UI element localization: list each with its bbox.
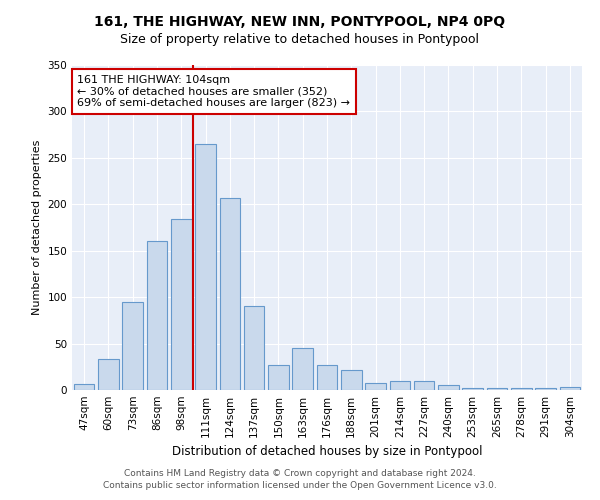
Bar	[146, 242, 167, 390]
Bar	[74, 384, 94, 390]
Bar	[122, 302, 143, 390]
Text: Contains public sector information licensed under the Open Government Licence v3: Contains public sector information licen…	[103, 481, 497, 490]
Bar	[414, 380, 434, 390]
Bar	[171, 219, 191, 390]
Bar	[560, 387, 580, 390]
Bar	[535, 388, 556, 390]
Bar	[341, 370, 362, 390]
Bar	[365, 382, 386, 390]
Bar	[389, 380, 410, 390]
Bar	[98, 360, 119, 390]
Bar	[268, 365, 289, 390]
Bar	[438, 386, 459, 390]
Bar	[195, 144, 216, 390]
Y-axis label: Number of detached properties: Number of detached properties	[32, 140, 42, 315]
Bar	[317, 365, 337, 390]
X-axis label: Distribution of detached houses by size in Pontypool: Distribution of detached houses by size …	[172, 446, 482, 458]
Bar	[244, 306, 265, 390]
Text: Size of property relative to detached houses in Pontypool: Size of property relative to detached ho…	[121, 32, 479, 46]
Text: Contains HM Land Registry data © Crown copyright and database right 2024.: Contains HM Land Registry data © Crown c…	[124, 468, 476, 477]
Bar	[292, 348, 313, 390]
Bar	[511, 388, 532, 390]
Bar	[463, 388, 483, 390]
Text: 161 THE HIGHWAY: 104sqm
← 30% of detached houses are smaller (352)
69% of semi-d: 161 THE HIGHWAY: 104sqm ← 30% of detache…	[77, 74, 350, 108]
Bar	[220, 198, 240, 390]
Text: 161, THE HIGHWAY, NEW INN, PONTYPOOL, NP4 0PQ: 161, THE HIGHWAY, NEW INN, PONTYPOOL, NP…	[94, 15, 506, 29]
Bar	[487, 388, 508, 390]
